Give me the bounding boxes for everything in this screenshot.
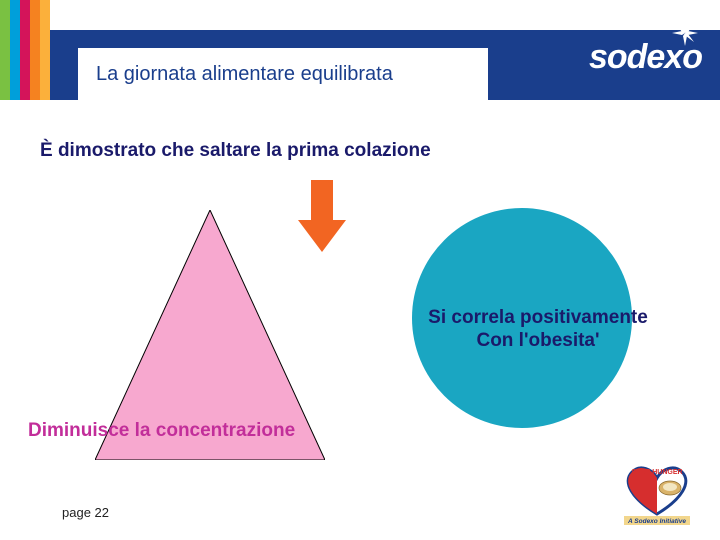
obesity-line1: Si correla positivamente: [428, 307, 648, 328]
stripe: [40, 0, 50, 100]
svg-text:A Sodexo Initiative: A Sodexo Initiative: [627, 518, 686, 525]
obesity-correlation-text: Si correla positivamente Con l'obesita': [373, 307, 703, 353]
title-box: La giornata alimentare equilibrata: [78, 48, 488, 100]
slide-title: La giornata alimentare equilibrata: [96, 63, 393, 86]
stripe: [0, 0, 10, 100]
stripe: [10, 0, 20, 100]
stripe: [20, 0, 30, 100]
obesity-line2: Con l'obesita': [476, 330, 599, 351]
concentration-text: Diminuisce la concentrazione: [28, 420, 295, 442]
header-stripes: [0, 0, 50, 100]
svg-text:STOP HUNGER: STOP HUNGER: [631, 469, 682, 476]
sodexo-logo: sodexo: [589, 38, 702, 77]
main-claim-text: È dimostrato che saltare la prima colazi…: [40, 140, 431, 162]
down-arrow-icon: [298, 180, 346, 252]
stop-hunger-logo: STOP HUNGER A Sodexo Initiative: [612, 464, 702, 526]
page-number: page 22: [62, 505, 109, 520]
stripe: [30, 0, 40, 100]
